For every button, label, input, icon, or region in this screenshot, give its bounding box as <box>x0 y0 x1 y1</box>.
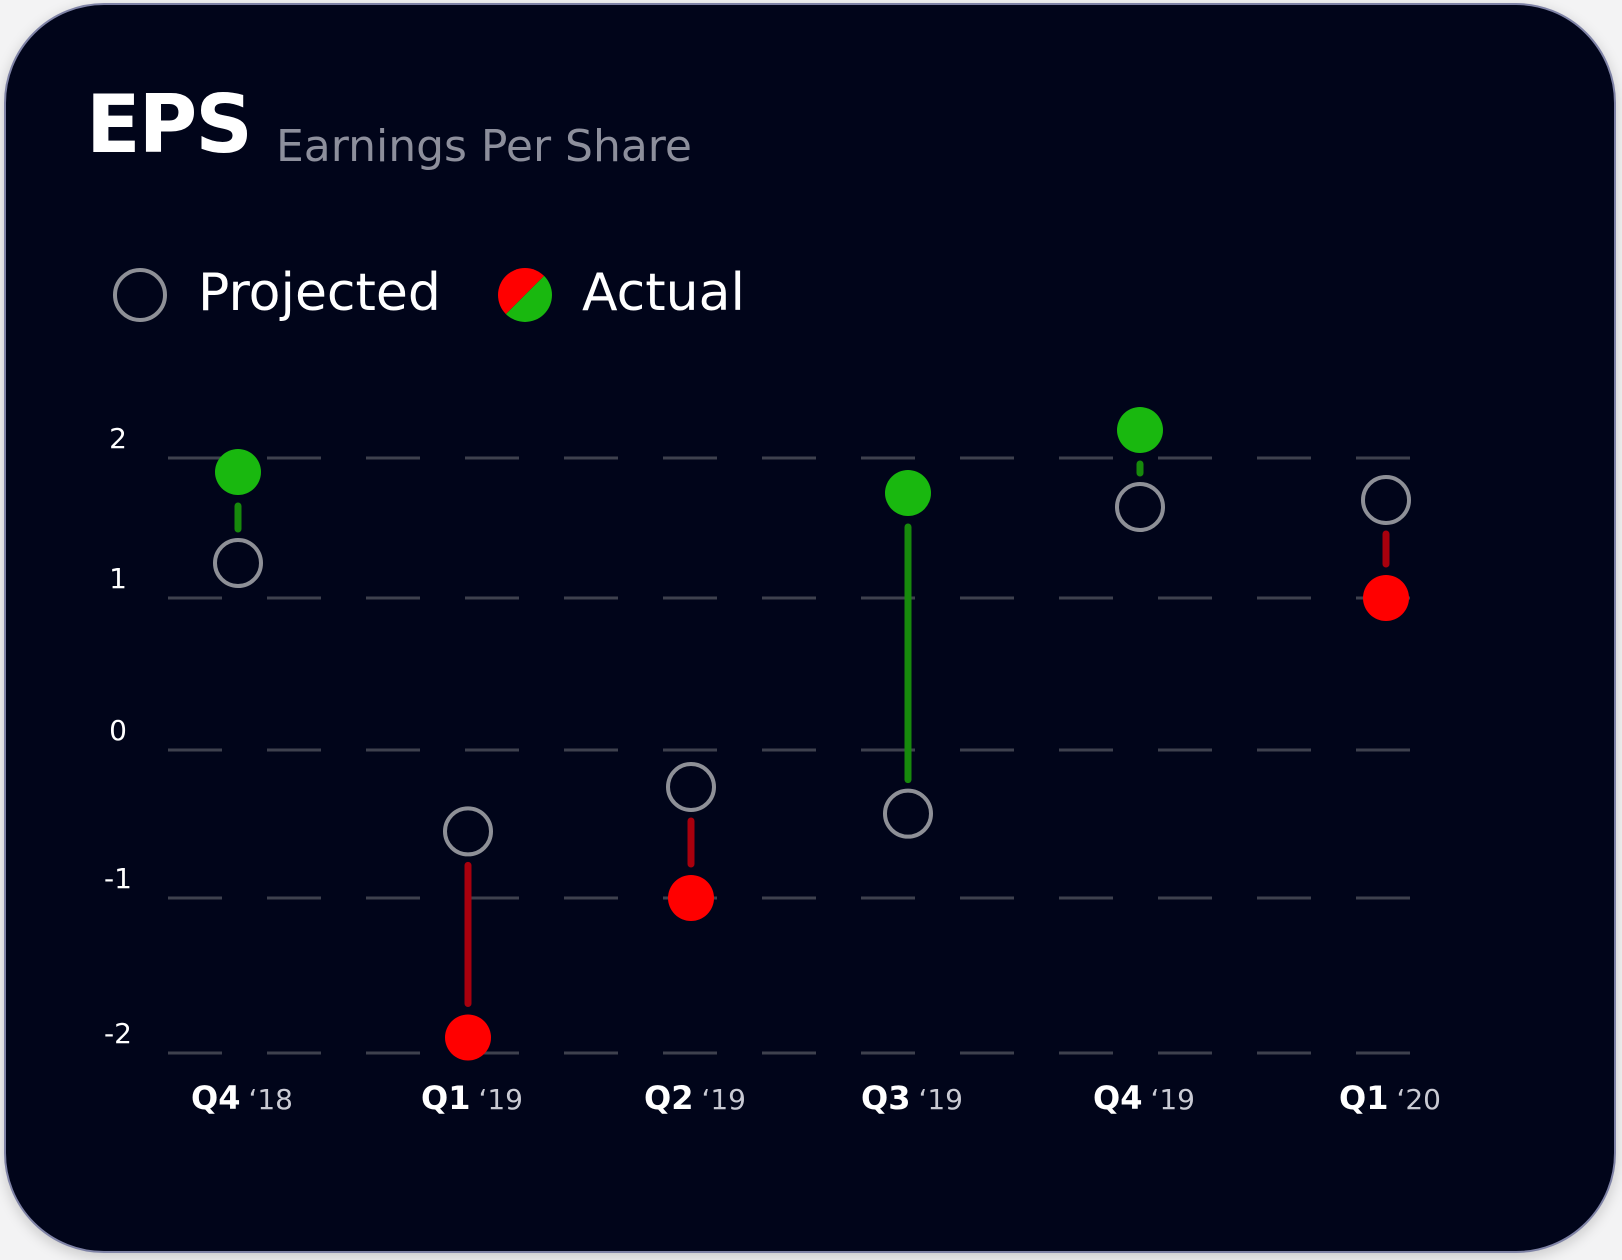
x-tick-label: Q2 ‘19 <box>644 1079 746 1117</box>
y-tick-label: 1 <box>109 562 127 595</box>
projected-point <box>213 538 263 588</box>
legend-actual-miss-half <box>498 268 545 315</box>
x-tick-label: Q1 ‘20 <box>1339 1079 1441 1117</box>
projected-point <box>1361 475 1411 525</box>
projected-point <box>443 806 493 857</box>
eps-chart: 2 1 0 -1 -2 Q4 ‘18 Q1 ‘19 Q2 ‘19 Q3 ‘19 Q4 ‘19 Q1 ‘20 <box>104 268 1451 1117</box>
x-axis: Q4 ‘18 Q1 ‘19 Q2 ‘19 Q3 ‘19 Q4 ‘19 Q1 ‘20 <box>191 1079 1441 1117</box>
projected-point <box>1115 482 1165 532</box>
x-tick-label: Q3 ‘19 <box>861 1079 963 1117</box>
y-tick-label: -2 <box>104 1017 132 1050</box>
chart-subtitle: Earnings Per Share <box>276 121 693 172</box>
projected-point <box>666 762 716 812</box>
actual-point <box>885 470 931 516</box>
actual-point <box>215 449 261 495</box>
legend-projected-icon <box>113 268 167 322</box>
legend-projected-label: Projected <box>198 263 441 323</box>
x-tick-label: Q1 ‘19 <box>421 1079 523 1117</box>
legend-actual-icon <box>498 268 552 322</box>
actual-point <box>1363 575 1409 621</box>
actual-point <box>1117 407 1163 453</box>
y-tick-label: -1 <box>104 862 132 895</box>
y-tick-label: 0 <box>109 714 127 747</box>
x-tick-label: Q4 ‘19 <box>1093 1079 1195 1117</box>
actual-point <box>668 875 714 921</box>
actual-point <box>445 1014 491 1061</box>
y-axis: 2 1 0 -1 -2 <box>104 422 132 1050</box>
data-marks <box>213 407 1411 1061</box>
chart-title: EPS <box>86 78 253 171</box>
x-tick-label: Q4 ‘18 <box>191 1079 293 1117</box>
projected-point <box>883 788 933 839</box>
legend-actual-beat-half <box>505 275 552 322</box>
grid-lines <box>168 456 1451 1055</box>
y-tick-label: 2 <box>109 422 127 455</box>
legend-actual-label: Actual <box>582 263 745 323</box>
eps-card: EPS Earnings Per Share Projected Actual … <box>4 3 1616 1253</box>
